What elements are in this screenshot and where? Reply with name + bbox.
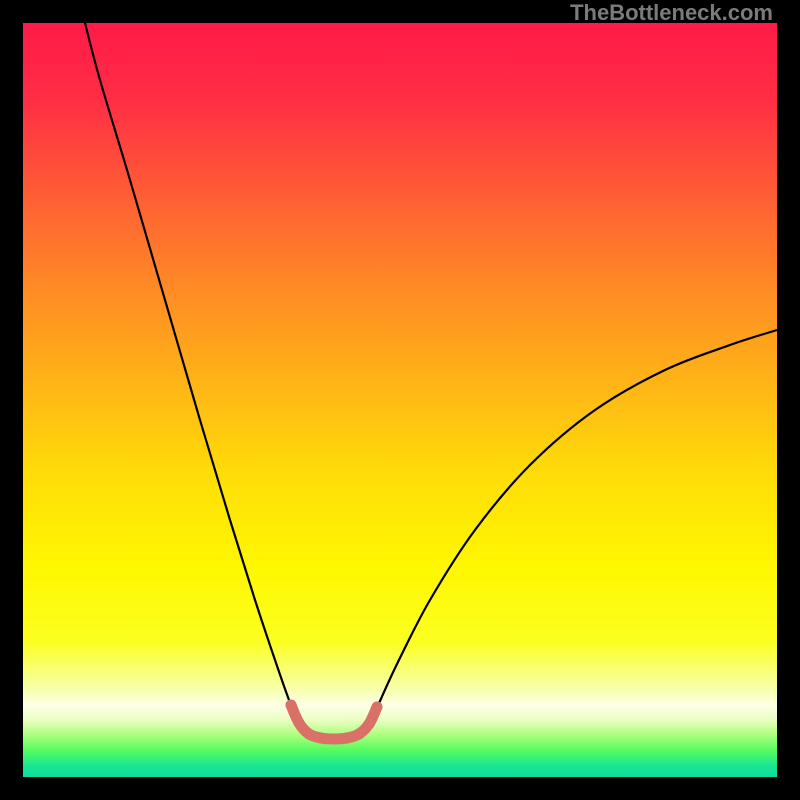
optimal-zone-dot bbox=[286, 700, 297, 711]
plot-area bbox=[23, 23, 777, 777]
optimal-zone-dot bbox=[354, 729, 365, 740]
optimal-zone-dot bbox=[316, 733, 327, 744]
watermark-text: TheBottleneck.com bbox=[570, 0, 773, 25]
optimal-zone-dot bbox=[294, 718, 305, 729]
optimal-zone-dot bbox=[364, 719, 375, 730]
optimal-zone-dot bbox=[329, 734, 340, 745]
optimal-zone-dot bbox=[342, 733, 353, 744]
optimal-zone-dot bbox=[372, 702, 383, 713]
optimal-zone-dot bbox=[304, 729, 315, 740]
bottleneck-chart: TheBottleneck.com bbox=[0, 0, 800, 800]
